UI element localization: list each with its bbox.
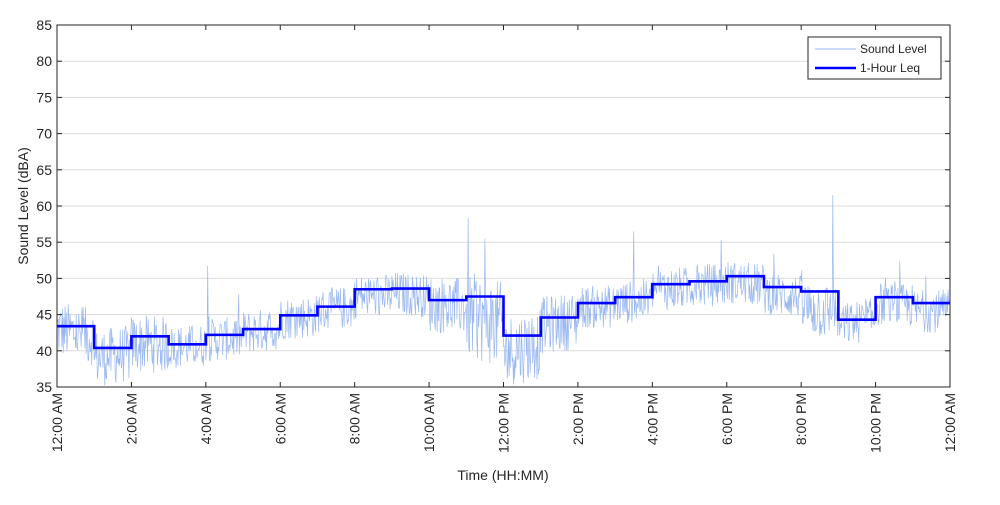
y-tick-label: 45 xyxy=(36,307,52,323)
x-tick-label: 4:00 PM xyxy=(644,393,660,445)
x-tick-label: 12:00 PM xyxy=(496,393,512,453)
x-tick-label: 6:00 AM xyxy=(272,393,288,444)
y-tick-label: 55 xyxy=(36,234,52,250)
series-sound-level xyxy=(56,195,951,386)
x-tick-label: 8:00 AM xyxy=(347,393,363,444)
x-tick-label: 6:00 PM xyxy=(719,393,735,445)
data-series xyxy=(56,195,951,386)
axis-ticks: 35 40 45 50 55 60 65 70 75 80 85 12:00 AM 2:00 AM 4:0… xyxy=(36,17,958,453)
x-tick-label: 12:00 AM xyxy=(49,393,65,452)
y-axis-label: Sound Level (dBA) xyxy=(15,147,31,265)
y-tick-label: 85 xyxy=(36,17,52,33)
legend-label-leq: 1-Hour Leq xyxy=(860,61,920,75)
x-tick-label: 12:00 AM xyxy=(942,393,958,452)
x-tick-label: 4:00 AM xyxy=(198,393,214,444)
y-tick-label: 70 xyxy=(36,126,52,142)
y-tick-label: 35 xyxy=(36,379,52,395)
x-tick-label: 10:00 PM xyxy=(868,393,884,453)
y-tick-label: 80 xyxy=(36,53,52,69)
y-tick-label: 60 xyxy=(36,198,52,214)
legend: Sound Level 1-Hour Leq xyxy=(807,36,942,80)
legend-label-sound-level: Sound Level xyxy=(860,42,927,56)
x-axis-label: Time (HH:MM) xyxy=(457,467,548,483)
x-tick-label: 8:00 PM xyxy=(793,393,809,445)
x-tick-label: 2:00 PM xyxy=(570,393,586,445)
series-1-hour-leq xyxy=(57,274,950,350)
legend-box xyxy=(807,36,942,80)
y-tick-label: 40 xyxy=(36,343,52,359)
y-tick-label: 50 xyxy=(36,270,52,286)
x-tick-label: 2:00 AM xyxy=(123,393,139,444)
x-tick-label: 10:00 AM xyxy=(421,393,437,452)
y-tick-label: 75 xyxy=(36,89,52,105)
y-tick-label: 65 xyxy=(36,162,52,178)
